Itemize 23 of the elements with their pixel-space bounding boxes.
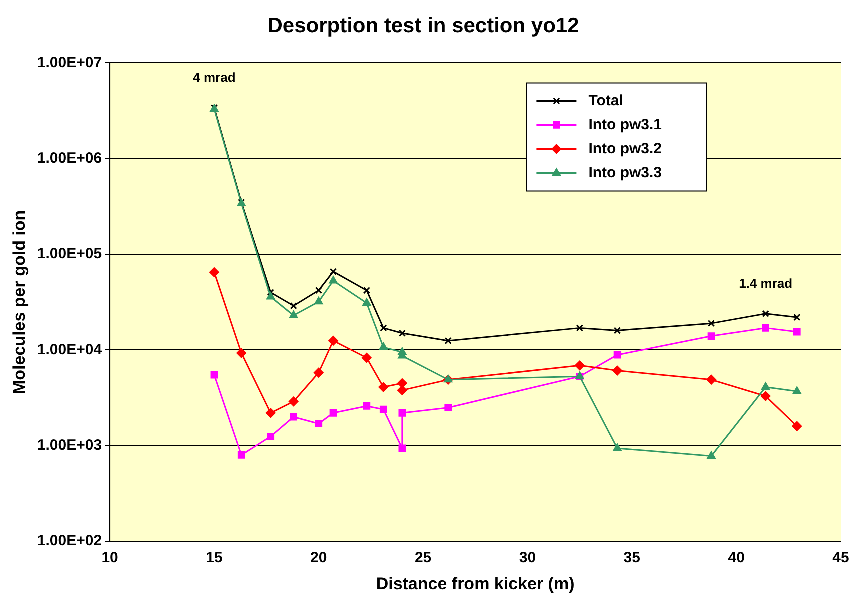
chart-title: Desorption test in section yo12 <box>268 14 580 38</box>
y-tick-label: 1.00E+02 <box>37 532 102 550</box>
y-tick-label: 1.00E+05 <box>37 246 102 263</box>
annotation: 1.4 mrad <box>739 276 793 291</box>
legend-label: Into pw3.3 <box>588 164 662 182</box>
annotation: 4 mrad <box>193 70 236 86</box>
x-tick-label: 45 <box>832 550 850 567</box>
y-axis-title: Molecules per gold ion <box>10 210 29 394</box>
legend-label: Total <box>588 92 624 110</box>
x-tick-label: 20 <box>310 550 328 567</box>
x-tick-label: 15 <box>206 550 223 567</box>
legend-label: Into pw3.2 <box>588 140 662 158</box>
y-tick-label: 1.00E+03 <box>37 437 102 454</box>
x-tick-label: 30 <box>519 550 536 567</box>
x-axis-title: Distance from kicker (m) <box>376 574 575 594</box>
y-tick-label: 1.00E+07 <box>37 54 102 72</box>
x-tick-label: 35 <box>624 550 640 567</box>
y-tick-label: 1.00E+04 <box>37 341 103 358</box>
y-tick-label: 1.00E+06 <box>37 150 102 168</box>
x-tick-label: 25 <box>414 550 432 567</box>
x-tick-label: 40 <box>728 550 745 567</box>
legend-label: Into pw3.1 <box>588 116 662 134</box>
x-tick-label: 10 <box>102 550 118 567</box>
